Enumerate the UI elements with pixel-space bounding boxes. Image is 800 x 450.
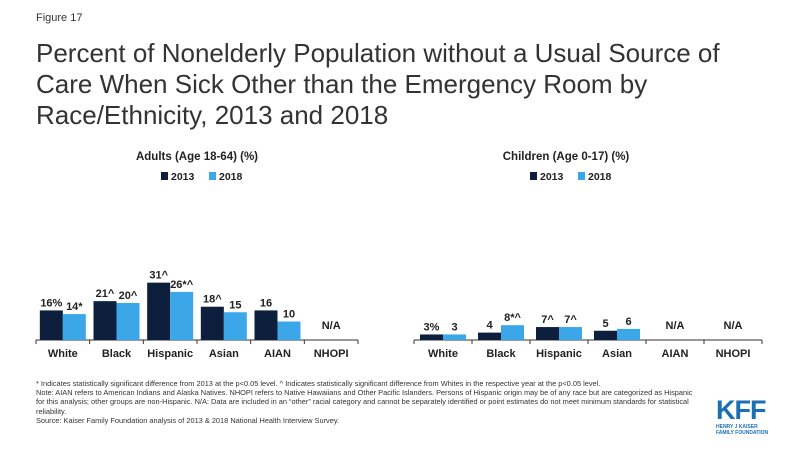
charts-canvas: Adults (Age 18-64) (%) 2013 2018 White 16% 14… <box>35 151 763 360</box>
chart-0-title: Adults (Age 18-64) (%) <box>136 151 258 163</box>
chart-0-bar-2018 <box>170 291 194 340</box>
chart-1-data-label-2013: 3% <box>424 321 440 333</box>
chart-1-bar-2018 <box>501 325 524 340</box>
chart-1-bar-2018 <box>617 328 640 340</box>
chart-0-bar-2013 <box>254 310 278 340</box>
legend-swatch-2018 <box>578 172 585 180</box>
chart-1-bar-2013 <box>594 330 617 340</box>
chart-0-bar-2018 <box>223 312 247 340</box>
chart-0-data-label-2013: 21^ <box>96 288 115 300</box>
chart-1-bar-2013 <box>536 327 559 340</box>
chart-1-bar-2018 <box>559 327 582 340</box>
chart-1-category-label: White <box>428 348 458 360</box>
chart-1-data-label-2013: 4 <box>486 320 493 332</box>
chart-0-bar-2013 <box>93 301 117 340</box>
chart-1-data-label-2018: 7^ <box>564 314 577 326</box>
legend-label-2013: 2013 <box>171 171 195 183</box>
chart-1-data-label-2018: 3 <box>451 321 457 333</box>
chart-0-category-label: NHOPI <box>314 348 349 360</box>
chart-0-data-label-2018: 20^ <box>119 290 138 302</box>
chart-1-title: Children (Age 0-17) (%) <box>503 151 630 163</box>
legend-swatch-2013 <box>161 172 168 180</box>
legend-label-2013: 2013 <box>540 171 564 183</box>
chart-0-bar-2018 <box>116 303 140 340</box>
chart-0-data-label-2013: 18^ <box>203 294 222 306</box>
chart-0-bar-2018 <box>62 314 86 340</box>
footnote-significance: * Indicates statistically significant di… <box>36 379 601 388</box>
chart-1-data-label-2013: 7^ <box>541 314 554 326</box>
chart-1-category-label: NHOPI <box>716 348 751 360</box>
chart-1-data-label-2018: 8*^ <box>504 312 521 324</box>
chart-1-category-label: AIAN <box>662 348 689 360</box>
chart-1-bar-2013 <box>420 334 443 340</box>
footnotes: * Indicates statistically significant di… <box>36 379 696 425</box>
chart-0-na-label: N/A <box>322 320 341 332</box>
chart-0-bar-2013 <box>39 310 63 340</box>
chart-0-data-label-2018: 26*^ <box>170 279 194 291</box>
chart-0-data-label-2018: 15 <box>229 299 241 311</box>
logo-line-1: HENRY J KAISER <box>716 424 758 430</box>
chart-1-bar-2018 <box>443 334 466 340</box>
legend-swatch-2018 <box>209 172 216 180</box>
kff-logo: KFF HENRY J KAISER FAMILY FOUNDATION <box>716 397 776 439</box>
chart-1-category-label: Hispanic <box>536 348 582 360</box>
chart-1-data-label-2013: 5 <box>602 318 608 330</box>
logo-line-2: FAMILY FOUNDATION <box>716 430 769 436</box>
chart-1-category-label: Black <box>486 348 516 360</box>
chart-1-na-label: N/A <box>724 320 743 332</box>
legend-label-2018: 2018 <box>588 171 612 183</box>
legend-label-2018: 2018 <box>219 171 243 183</box>
chart-0-category-label: Hispanic <box>147 348 193 360</box>
chart-0-data-label-2013: 31^ <box>149 270 168 282</box>
chart-0-data-label-2013: 16% <box>40 297 62 309</box>
footnote-source: Source: Kaiser Family Foundation analysi… <box>36 415 340 425</box>
chart-title: Percent of Nonelderly Population without… <box>36 38 720 130</box>
legend-swatch-2013 <box>530 172 537 180</box>
chart-0-category-label: Asian <box>209 348 239 360</box>
chart-0-data-label-2013: 16 <box>260 297 272 309</box>
chart-0-bar-2013 <box>147 282 171 340</box>
chart-1-data-label-2018: 6 <box>625 316 631 328</box>
chart-1-category-label: Asian <box>602 348 632 360</box>
logo-mark: KFF <box>716 395 766 425</box>
chart-0-data-label-2018: 10 <box>283 309 295 321</box>
chart-1-bar-2013 <box>478 332 501 340</box>
footnote-note: Note: AIAN refers to American Indians an… <box>36 388 693 416</box>
chart-0-data-label-2018: 14* <box>66 301 83 313</box>
chart-0-bar-2018 <box>277 321 301 340</box>
chart-0-category-label: AIAN <box>264 348 291 360</box>
chart-0-category-label: White <box>48 348 78 360</box>
chart-1-na-label: N/A <box>666 320 685 332</box>
figure-label: Figure 17 <box>36 12 83 24</box>
chart-0-category-label: Black <box>102 348 132 360</box>
chart-0-bar-2013 <box>200 306 224 340</box>
